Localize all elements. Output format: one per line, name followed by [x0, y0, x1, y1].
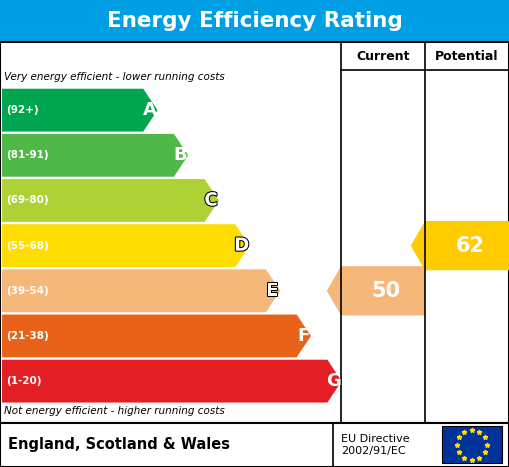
Polygon shape: [2, 89, 157, 132]
Bar: [0, 423, 509, 467]
Text: 50: 50: [371, 281, 401, 301]
Text: EU Directive
2002/91/EC: EU Directive 2002/91/EC: [341, 434, 410, 456]
Text: Current: Current: [356, 50, 410, 63]
Polygon shape: [2, 269, 280, 312]
Polygon shape: [327, 266, 425, 315]
Polygon shape: [2, 224, 249, 267]
Text: Not energy efficient - higher running costs: Not energy efficient - higher running co…: [4, 406, 225, 416]
Bar: [442, 426, 502, 463]
Text: B: B: [174, 146, 187, 164]
Text: E: E: [266, 282, 278, 300]
Polygon shape: [2, 360, 342, 403]
Text: D: D: [234, 237, 249, 255]
Text: England, Scotland & Wales: England, Scotland & Wales: [8, 437, 230, 453]
Text: Energy Efficiency Rating: Energy Efficiency Rating: [106, 11, 403, 31]
Bar: [0, 0, 509, 42]
Polygon shape: [411, 221, 509, 270]
Text: G: G: [326, 372, 341, 390]
Text: Potential: Potential: [435, 50, 499, 63]
Text: (39-54): (39-54): [6, 286, 49, 296]
Text: 62: 62: [456, 236, 485, 255]
Text: (21-38): (21-38): [6, 331, 49, 341]
Text: (81-91): (81-91): [6, 150, 49, 160]
Text: (92+): (92+): [6, 105, 39, 115]
Polygon shape: [2, 179, 219, 222]
Text: C: C: [205, 191, 218, 210]
Text: (69-80): (69-80): [6, 196, 49, 205]
Text: Very energy efficient - lower running costs: Very energy efficient - lower running co…: [4, 72, 225, 82]
Polygon shape: [2, 315, 311, 357]
Text: (55-68): (55-68): [6, 241, 49, 251]
Text: A: A: [143, 101, 157, 119]
Polygon shape: [2, 134, 188, 177]
Bar: [0, 42, 509, 423]
Text: (1-20): (1-20): [6, 376, 42, 386]
Text: F: F: [297, 327, 309, 345]
